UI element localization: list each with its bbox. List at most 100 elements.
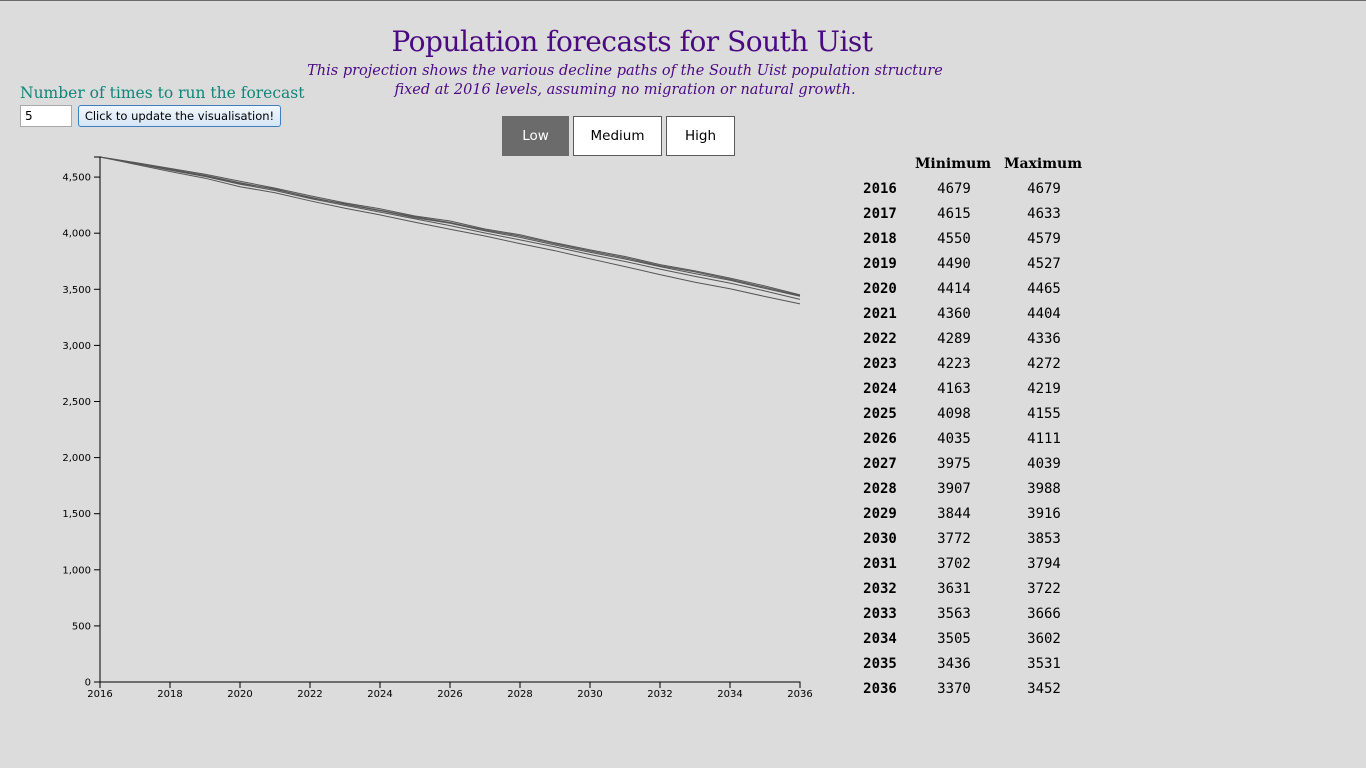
y-tick-label: 4,000 xyxy=(62,229,91,240)
table-row: 2024 4163 4219 xyxy=(850,381,1110,406)
x-tick-label: 2016 xyxy=(87,689,112,700)
runs-label: Number of times to run the forecast xyxy=(20,84,305,102)
row-minimum: 4289 xyxy=(937,331,971,347)
series-line xyxy=(99,156,801,300)
table-row: 2021 4360 4404 xyxy=(850,306,1110,331)
x-tick-label: 2018 xyxy=(157,689,182,700)
series-line xyxy=(99,156,801,297)
table-row: 2017 4615 4633 xyxy=(850,206,1110,231)
scenario-medium-button[interactable]: Medium xyxy=(573,116,662,156)
table-row: 2033 3563 3666 xyxy=(850,606,1110,631)
update-visualisation-button[interactable]: Click to update the visualisation! xyxy=(78,105,281,127)
row-year: 2026 xyxy=(863,431,897,447)
y-tick-label: 3,000 xyxy=(62,341,91,352)
table-row: 2018 4550 4579 xyxy=(850,231,1110,256)
runs-input[interactable] xyxy=(20,105,72,127)
row-maximum: 3916 xyxy=(1027,506,1061,522)
row-year: 2017 xyxy=(863,206,897,222)
scenario-high-button[interactable]: High xyxy=(666,116,735,156)
x-tick-label: 2032 xyxy=(647,689,672,700)
subtitle-line-1: This projection shows the various declin… xyxy=(307,63,943,79)
row-minimum: 3563 xyxy=(937,606,971,622)
row-year: 2030 xyxy=(863,531,897,547)
table-row: 2031 3702 3794 xyxy=(850,556,1110,581)
table-row: 2019 4490 4527 xyxy=(850,256,1110,281)
row-maximum: 4679 xyxy=(1027,181,1061,197)
row-maximum: 4111 xyxy=(1027,431,1061,447)
series-line xyxy=(99,156,801,296)
y-tick-label: 1,500 xyxy=(62,509,91,520)
row-year: 2032 xyxy=(863,581,897,597)
y-tick-label: 4,500 xyxy=(62,173,91,184)
row-minimum: 4414 xyxy=(937,281,971,297)
row-minimum: 3370 xyxy=(937,681,971,697)
row-minimum: 3975 xyxy=(937,456,971,472)
y-tick-label: 1,000 xyxy=(62,565,91,576)
x-tick-label: 2022 xyxy=(297,689,322,700)
column-header-maximum: Maximum xyxy=(1003,156,1083,172)
page-title: Population forecasts for South Uist xyxy=(391,25,873,58)
row-year: 2021 xyxy=(863,306,897,322)
row-minimum: 3907 xyxy=(937,481,971,497)
page-subtitle: This projection shows the various declin… xyxy=(300,62,950,100)
row-minimum: 3772 xyxy=(937,531,971,547)
row-year: 2020 xyxy=(863,281,897,297)
row-maximum: 3531 xyxy=(1027,656,1061,672)
row-year: 2024 xyxy=(863,381,897,397)
y-tick-label: 500 xyxy=(72,621,91,632)
x-axis: 2016 2018 2020 2022 2024 2026 2028 2030 2032 2034… xyxy=(87,681,813,700)
column-header-minimum: Minimum xyxy=(914,156,992,172)
table-row: 2023 4223 4272 xyxy=(850,356,1110,381)
row-year: 2035 xyxy=(863,656,897,672)
table-row: 2034 3505 3602 xyxy=(850,631,1110,656)
row-year: 2031 xyxy=(863,556,897,572)
x-tick-label: 2036 xyxy=(787,689,812,700)
table-row: 2029 3844 3916 xyxy=(850,506,1110,531)
row-maximum: 3602 xyxy=(1027,631,1061,647)
x-tick-label: 2024 xyxy=(367,689,392,700)
table-row: 2025 4098 4155 xyxy=(850,406,1110,431)
row-minimum: 4679 xyxy=(937,181,971,197)
table-row: 2020 4414 4465 xyxy=(850,281,1110,306)
row-minimum: 3436 xyxy=(937,656,971,672)
table-row: 2016 4679 4679 xyxy=(850,181,1110,206)
x-tick-label: 2020 xyxy=(227,689,252,700)
row-year: 2016 xyxy=(863,181,897,197)
row-maximum: 4219 xyxy=(1027,381,1061,397)
row-minimum: 4360 xyxy=(937,306,971,322)
row-year: 2034 xyxy=(863,631,897,647)
row-year: 2036 xyxy=(863,681,897,697)
y-axis-line xyxy=(94,156,101,683)
row-year: 2018 xyxy=(863,231,897,247)
table-row: 2026 4035 4111 xyxy=(850,431,1110,456)
row-maximum: 3853 xyxy=(1027,531,1061,547)
row-maximum: 3666 xyxy=(1027,606,1061,622)
row-maximum: 4404 xyxy=(1027,306,1061,322)
y-axis: 0 500 1,000 1,500 2,000 2,500 3,000 3,500 4,000 4… xyxy=(62,156,101,689)
row-minimum: 4098 xyxy=(937,406,971,422)
table-row: 2036 3370 3452 xyxy=(850,681,1110,706)
table-row: 2022 4289 4336 xyxy=(850,331,1110,356)
row-minimum: 4223 xyxy=(937,356,971,372)
y-tick-label: 3,500 xyxy=(62,285,91,296)
x-tick-label: 2034 xyxy=(717,689,742,700)
y-tick-label: 0 xyxy=(85,678,91,689)
subtitle-line-2: fixed at 2016 levels, assuming no migrat… xyxy=(394,82,856,98)
table-row: 2027 3975 4039 xyxy=(850,456,1110,481)
row-minimum: 3631 xyxy=(937,581,971,597)
row-maximum: 3794 xyxy=(1027,556,1061,572)
row-maximum: 3452 xyxy=(1027,681,1061,697)
row-year: 2022 xyxy=(863,331,897,347)
table-row: 2032 3631 3722 xyxy=(850,581,1110,606)
series-line xyxy=(99,156,801,305)
table-row: 2035 3436 3531 xyxy=(850,656,1110,681)
table-row: 2030 3772 3853 xyxy=(850,531,1110,556)
row-maximum: 4039 xyxy=(1027,456,1061,472)
scenario-low-button[interactable]: Low xyxy=(502,116,569,156)
y-tick-label: 2,000 xyxy=(62,453,91,464)
x-tick-label: 2026 xyxy=(437,689,462,700)
row-minimum: 4550 xyxy=(937,231,971,247)
row-maximum: 4465 xyxy=(1027,281,1061,297)
row-maximum: 4336 xyxy=(1027,331,1061,347)
series-line xyxy=(99,156,801,297)
